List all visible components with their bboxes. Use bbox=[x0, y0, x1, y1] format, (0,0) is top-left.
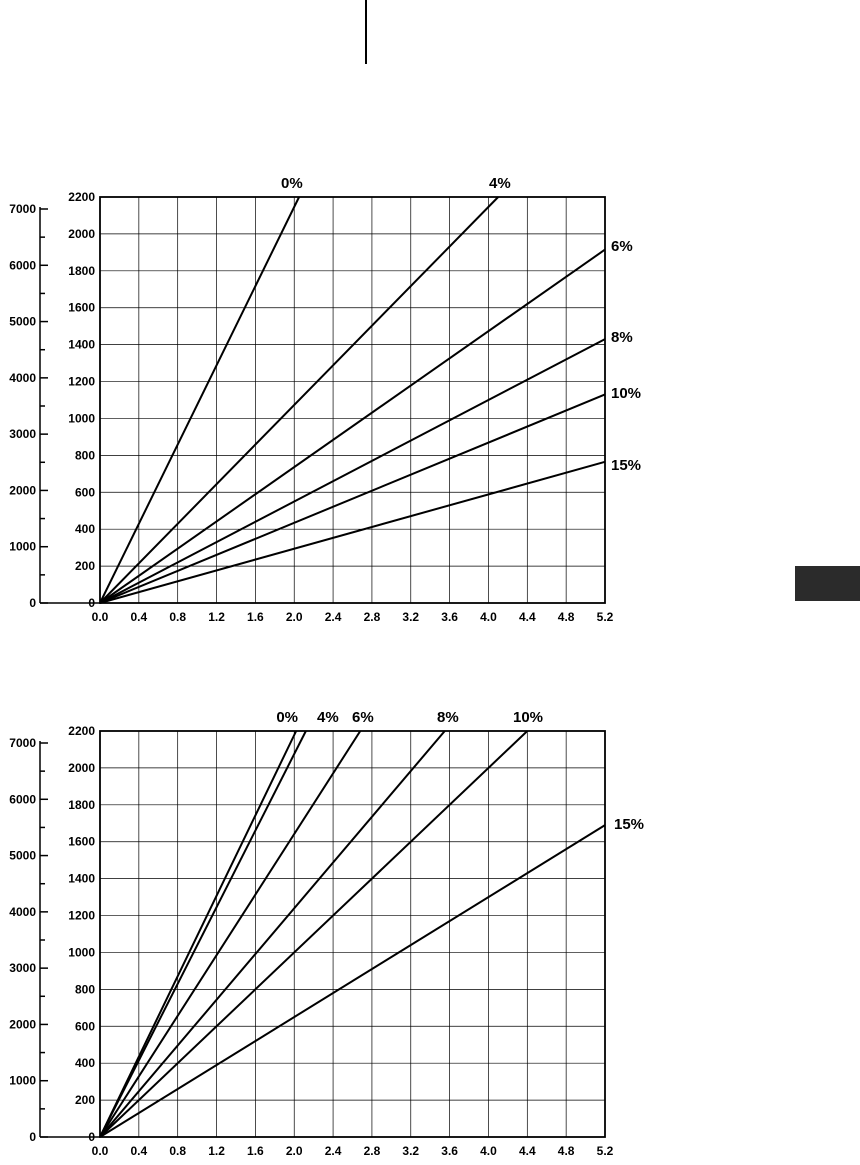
series-line bbox=[99, 824, 606, 1138]
series-line bbox=[99, 730, 362, 1138]
x-tick-label: 4.4 bbox=[519, 610, 536, 624]
series-line bbox=[99, 393, 606, 604]
series-label: 6% bbox=[352, 709, 374, 726]
secondary-y-tick-label: 3000 bbox=[9, 961, 36, 975]
x-tick-label: 2.8 bbox=[364, 610, 381, 624]
y-tick-label: 1800 bbox=[68, 264, 95, 278]
secondary-y-tick-label: 0 bbox=[29, 596, 36, 610]
y-tick-label: 2200 bbox=[68, 190, 95, 204]
y-tick-label: 400 bbox=[75, 1056, 95, 1070]
x-tick-label: 4.4 bbox=[519, 1144, 536, 1158]
series-label: 8% bbox=[437, 709, 459, 726]
y-tick-label: 800 bbox=[75, 448, 95, 462]
secondary-y-tick-label: 4000 bbox=[9, 371, 36, 385]
x-tick-label: 2.4 bbox=[325, 610, 342, 624]
x-tick-label: 2.0 bbox=[286, 610, 303, 624]
secondary-y-tick-label: 7000 bbox=[9, 202, 36, 216]
x-tick-label: 3.6 bbox=[441, 1144, 458, 1158]
series-line bbox=[99, 460, 606, 604]
series-line bbox=[99, 248, 606, 604]
y-tick-label: 1400 bbox=[68, 872, 95, 886]
y-tick-label: 2000 bbox=[68, 761, 95, 775]
x-tick-label: 5.2 bbox=[597, 1144, 614, 1158]
x-tick-label: 1.2 bbox=[208, 1144, 225, 1158]
series-label: 0% bbox=[276, 709, 298, 726]
x-tick-label: 1.6 bbox=[247, 1144, 264, 1158]
y-tick-label: 1200 bbox=[68, 909, 95, 923]
series-line bbox=[99, 196, 300, 604]
x-tick-label: 2.8 bbox=[364, 1144, 381, 1158]
chart-bottom: 0.0 0.4 0.8 1.2 1.6 2.0 2.4 2.8 3.2 3.6 4.0 4.4 4.8 5… bbox=[9, 709, 644, 1158]
secondary-y-tick-label: 7000 bbox=[9, 736, 36, 750]
y-tick-label: 2200 bbox=[68, 724, 95, 738]
y-tick-label: 1600 bbox=[68, 301, 95, 315]
x-tick-label: 3.2 bbox=[402, 610, 419, 624]
x-tick-label: 1.2 bbox=[208, 610, 225, 624]
series-line bbox=[99, 730, 298, 1138]
x-tick-label: 4.8 bbox=[558, 1144, 575, 1158]
chart-top: 0.0 0.4 0.8 1.2 1.6 2.0 2.4 2.8 3.2 3.6 4.0 4.4 4.8 5… bbox=[9, 175, 641, 624]
x-tick-label: 0.8 bbox=[169, 610, 186, 624]
x-tick-label: 0.8 bbox=[169, 1144, 186, 1158]
series-line bbox=[99, 338, 606, 604]
series-label: 6% bbox=[611, 238, 633, 255]
secondary-y-tick-label: 5000 bbox=[9, 849, 36, 863]
series-label: 4% bbox=[317, 709, 339, 726]
series-label: 10% bbox=[611, 385, 641, 402]
x-tick-label: 0.0 bbox=[92, 1144, 109, 1158]
series-line bbox=[99, 730, 307, 1138]
secondary-y-tick-label: 6000 bbox=[9, 792, 36, 806]
secondary-y-tick-label: 3000 bbox=[9, 427, 36, 441]
series-label: 8% bbox=[611, 329, 633, 346]
secondary-y-tick-label: 0 bbox=[29, 1130, 36, 1144]
secondary-y-tick-label: 5000 bbox=[9, 315, 36, 329]
series-label: 4% bbox=[489, 175, 511, 192]
x-tick-label: 0.0 bbox=[92, 610, 109, 624]
x-tick-label: 4.8 bbox=[558, 610, 575, 624]
secondary-y-tick-label: 1000 bbox=[9, 540, 36, 554]
series-line bbox=[99, 730, 528, 1138]
series-label: 15% bbox=[611, 457, 641, 474]
secondary-y-tick-label: 2000 bbox=[9, 483, 36, 497]
plot-frame bbox=[99, 730, 606, 1138]
x-tick-label: 2.4 bbox=[325, 1144, 342, 1158]
x-tick-label: 3.6 bbox=[441, 610, 458, 624]
plot-frame bbox=[99, 196, 606, 604]
series-line bbox=[99, 196, 499, 604]
y-tick-label: 200 bbox=[75, 559, 95, 573]
secondary-y-tick-label: 6000 bbox=[9, 258, 36, 272]
series-label: 0% bbox=[281, 175, 303, 192]
series-label: 10% bbox=[513, 709, 543, 726]
secondary-y-tick-label: 4000 bbox=[9, 905, 36, 919]
y-tick-label: 1400 bbox=[68, 338, 95, 352]
side-tab-marker bbox=[795, 566, 860, 601]
secondary-y-tick-label: 1000 bbox=[9, 1074, 36, 1088]
y-tick-label: 800 bbox=[75, 982, 95, 996]
series-label: 15% bbox=[614, 816, 644, 833]
y-tick-label: 600 bbox=[75, 1019, 95, 1033]
y-tick-label: 1200 bbox=[68, 375, 95, 389]
x-tick-label: 4.0 bbox=[480, 610, 497, 624]
x-tick-label: 5.2 bbox=[597, 610, 614, 624]
y-tick-label: 200 bbox=[75, 1093, 95, 1107]
y-tick-label: 1000 bbox=[68, 945, 95, 959]
series-line bbox=[99, 730, 446, 1138]
y-tick-label: 2000 bbox=[68, 227, 95, 241]
secondary-y-tick-label: 2000 bbox=[9, 1017, 36, 1031]
y-tick-label: 1000 bbox=[68, 411, 95, 425]
y-tick-label: 600 bbox=[75, 485, 95, 499]
x-tick-label: 0.4 bbox=[131, 1144, 148, 1158]
x-tick-label: 4.0 bbox=[480, 1144, 497, 1158]
y-tick-label: 400 bbox=[75, 522, 95, 536]
x-tick-label: 2.0 bbox=[286, 1144, 303, 1158]
x-tick-label: 1.6 bbox=[247, 610, 264, 624]
x-tick-label: 0.4 bbox=[131, 610, 148, 624]
x-tick-label: 3.2 bbox=[402, 1144, 419, 1158]
y-tick-label: 1800 bbox=[68, 798, 95, 812]
y-tick-label: 1600 bbox=[68, 835, 95, 849]
